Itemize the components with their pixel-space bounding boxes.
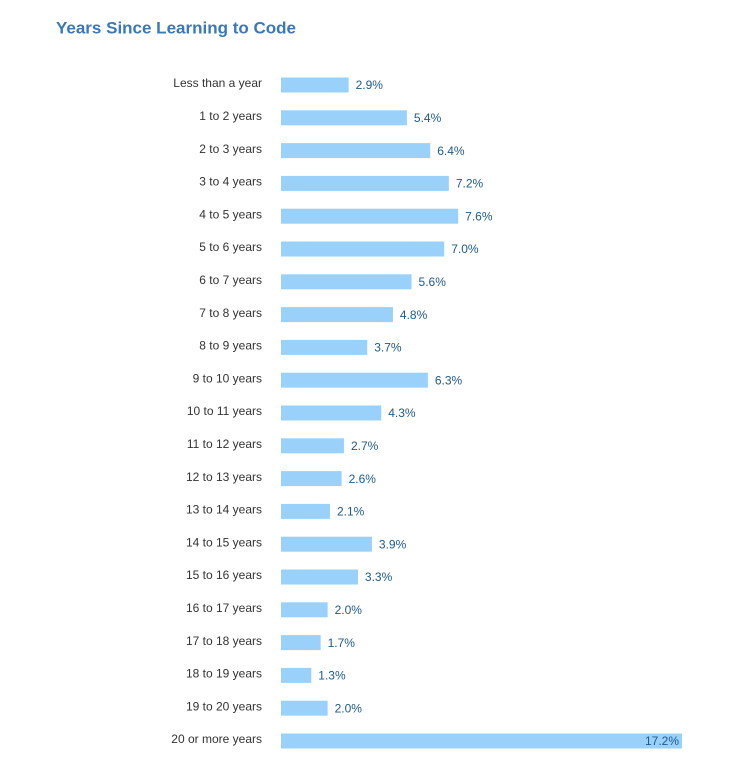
category-label: 17 to 18 years [186, 634, 262, 648]
bar [281, 339, 368, 355]
value-label: 4.8% [400, 308, 428, 322]
value-label: 2.7% [351, 439, 379, 453]
bar [281, 602, 328, 618]
bar [281, 241, 445, 257]
bar [281, 175, 449, 191]
category-label: 20 or more years [171, 732, 262, 746]
bar [281, 77, 349, 93]
bar [281, 667, 312, 683]
value-label: 2.9% [356, 78, 384, 92]
value-label: 5.6% [419, 275, 447, 289]
bar [281, 438, 344, 454]
category-label: 15 to 16 years [186, 568, 262, 582]
category-label: 3 to 4 years [199, 175, 262, 189]
category-label: 5 to 6 years [199, 240, 262, 254]
value-label: 7.2% [456, 177, 484, 191]
value-label: 7.0% [451, 242, 479, 256]
category-label: 19 to 20 years [186, 699, 262, 713]
bar [281, 110, 407, 126]
category-label: 7 to 8 years [199, 306, 262, 320]
bar [281, 635, 321, 651]
category-label: 4 to 5 years [199, 207, 262, 221]
bar [281, 733, 682, 749]
category-label: 8 to 9 years [199, 339, 262, 353]
value-label: 2.1% [337, 505, 365, 519]
value-label: 3.7% [374, 341, 402, 355]
category-label: 13 to 14 years [186, 503, 262, 517]
category-label: 1 to 2 years [199, 109, 262, 123]
value-label: 3.9% [379, 537, 407, 551]
bar [281, 274, 412, 290]
value-label: 2.6% [349, 472, 377, 486]
bar [281, 503, 330, 519]
value-label: 6.4% [437, 144, 465, 158]
value-label: 1.3% [318, 669, 346, 683]
category-label: 6 to 7 years [199, 273, 262, 287]
chart-title: Years Since Learning to Code [56, 18, 296, 37]
category-label: Less than a year [173, 76, 262, 90]
bar [281, 700, 328, 716]
category-label: 9 to 10 years [193, 371, 262, 385]
value-label: 1.7% [328, 636, 356, 650]
category-label: 16 to 17 years [186, 601, 262, 615]
category-label: 10 to 11 years [187, 404, 262, 418]
category-label: 14 to 15 years [186, 535, 262, 549]
value-label: 4.3% [388, 406, 416, 420]
category-label: 11 to 12 years [187, 437, 262, 451]
value-label: 17.2% [645, 734, 679, 748]
value-label: 6.3% [435, 373, 463, 387]
bar [281, 405, 382, 421]
category-label: 18 to 19 years [186, 667, 262, 681]
value-label: 2.0% [335, 603, 363, 617]
value-label: 2.0% [335, 701, 363, 715]
bar [281, 143, 431, 159]
bar [281, 372, 428, 388]
value-label: 5.4% [414, 111, 442, 125]
bar [281, 536, 372, 552]
value-label: 3.3% [365, 570, 393, 584]
category-label: 2 to 3 years [199, 142, 262, 156]
bar [281, 569, 358, 585]
bar [281, 471, 342, 487]
value-label: 7.6% [465, 209, 493, 223]
category-label: 12 to 13 years [186, 470, 262, 484]
bar [281, 208, 459, 224]
bar [281, 307, 393, 323]
